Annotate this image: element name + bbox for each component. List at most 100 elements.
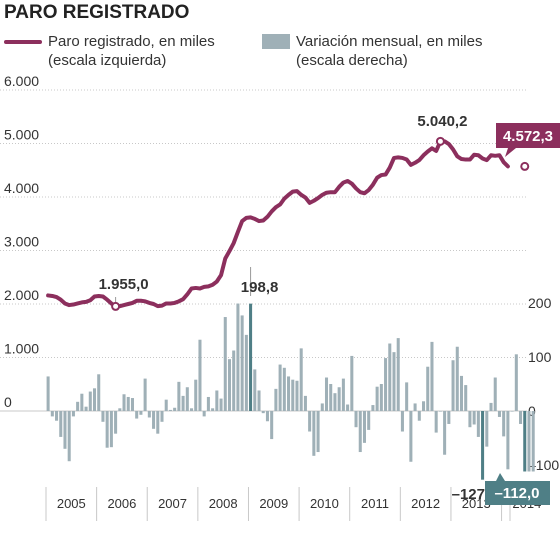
- variation-bar: [413, 403, 417, 411]
- variation-bar: [341, 378, 345, 411]
- variation-bar: [152, 411, 156, 429]
- variation-bar: [430, 341, 434, 411]
- legend-line: Paro registrado, en miles (escala izquier…: [4, 32, 215, 70]
- variation-bar: [135, 411, 139, 419]
- variation-bar: [278, 364, 282, 411]
- variation-bar: [76, 401, 80, 411]
- variation-bar: [63, 411, 67, 449]
- variation-bar: [468, 411, 472, 428]
- variation-bar: [354, 411, 358, 428]
- legend-bar-label: Variación mensual, en miles: [296, 33, 483, 50]
- variation-bar: [527, 411, 531, 472]
- variation-bar: [50, 411, 54, 417]
- variation-bar: [97, 374, 101, 411]
- variation-bar: [455, 346, 459, 411]
- variation-bar: [531, 411, 535, 472]
- variation-bar: [223, 317, 227, 411]
- legend-bar-scale: (escala derecha): [296, 52, 408, 69]
- left-tick-label: 6.000: [4, 73, 39, 89]
- variation-bar: [337, 387, 341, 411]
- variation-bar: [447, 411, 451, 424]
- variation-bar: [244, 334, 248, 411]
- variation-bar: [227, 359, 232, 411]
- variation-bar: [164, 399, 168, 411]
- variation-bar: [46, 376, 50, 411]
- variation-bar: [320, 403, 324, 411]
- variation-bar: [202, 411, 206, 417]
- variation-bar: [510, 411, 514, 412]
- variation-bar: [489, 402, 493, 411]
- variation-bar: [257, 390, 261, 411]
- variation-bar: [371, 405, 375, 411]
- variation-bar: [434, 411, 438, 433]
- year-label: 2005: [57, 496, 86, 511]
- year-label: 2013: [462, 496, 491, 511]
- variation-bar: [426, 366, 430, 411]
- variation-bar: [130, 398, 134, 411]
- variation-bar: [270, 411, 274, 440]
- variation-bar: [139, 411, 143, 415]
- variation-bar: [481, 411, 485, 480]
- variation-bar: [388, 343, 392, 411]
- left-tick-label: 0: [4, 394, 12, 410]
- variation-bar: [464, 385, 468, 411]
- variation-bar: [194, 379, 198, 411]
- variation-bar: [265, 411, 269, 422]
- variation-bar: [168, 409, 172, 411]
- variation-bar: [122, 394, 126, 411]
- variation-bar: [126, 396, 130, 411]
- variation-bar: [514, 354, 518, 411]
- variation-bar: [443, 411, 447, 455]
- variation-bar: [71, 411, 75, 417]
- annotation-box: [496, 123, 560, 157]
- variation-bar: [502, 411, 506, 437]
- variation-bar: [308, 411, 312, 432]
- variation-bar: [379, 384, 383, 411]
- variation-bar: [519, 411, 523, 424]
- variation-bar: [422, 401, 426, 411]
- variation-bar: [350, 355, 354, 411]
- variation-bar: [497, 411, 501, 417]
- left-tick-label: 3.000: [4, 234, 39, 250]
- variation-bar: [316, 411, 320, 453]
- variation-bar: [333, 393, 337, 411]
- variation-bar: [346, 404, 350, 411]
- year-label: 2012: [411, 496, 440, 511]
- variation-bar: [417, 411, 421, 421]
- left-tick-label: 4.000: [4, 180, 39, 196]
- variation-bar: [476, 411, 480, 437]
- variation-bar: [236, 303, 240, 411]
- year-label: 2010: [310, 496, 339, 511]
- legend-bar-swatch: [262, 34, 290, 49]
- variation-bar: [92, 388, 97, 411]
- right-tick-label: –100: [528, 457, 559, 473]
- variation-bar: [324, 377, 329, 411]
- variation-bar: [261, 411, 265, 414]
- variation-bar: [55, 411, 59, 421]
- year-label: 2008: [209, 496, 238, 511]
- variation-bar: [362, 411, 366, 443]
- left-tick-label: 5.000: [4, 127, 39, 143]
- annotation-box: [485, 473, 550, 505]
- variation-bar: [493, 377, 497, 411]
- variation-bar: [215, 390, 219, 411]
- variation-bar: [375, 386, 379, 411]
- variation-bar: [472, 411, 476, 425]
- right-tick-label: 100: [528, 349, 552, 365]
- variation-bar: [101, 411, 105, 422]
- year-label: 2009: [259, 496, 288, 511]
- variation-bar: [303, 395, 307, 411]
- variation-bar: [274, 388, 278, 411]
- variation-bar: [109, 411, 113, 448]
- variation-bar: [118, 408, 122, 411]
- variation-bar: [181, 395, 185, 411]
- variation-bar: [198, 339, 202, 411]
- variation-bar: [173, 407, 177, 411]
- variation-bar: [329, 384, 333, 411]
- annotation-label: –112,0: [494, 485, 539, 502]
- variation-bar: [392, 352, 396, 411]
- legend-line-label: Paro registrado, en miles: [48, 33, 215, 50]
- year-label: 2006: [107, 496, 136, 511]
- variation-bar: [147, 411, 151, 418]
